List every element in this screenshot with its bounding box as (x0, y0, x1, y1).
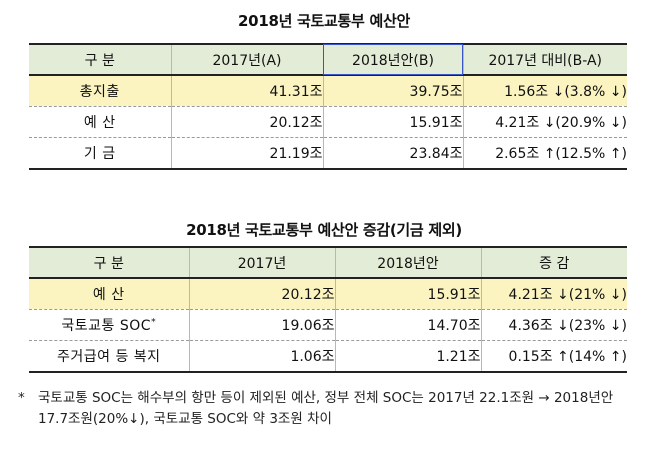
footnote-star: * (18, 390, 25, 406)
value-2017: 20.12조 (188, 278, 336, 310)
value-2018: 15.91조 (334, 278, 482, 310)
column-header-2018: 2018년안(B) (322, 43, 464, 76)
row-label: 기 금 (29, 137, 172, 170)
value-change: 4.36조 ↓(23% ↓) (480, 309, 627, 341)
column-header-change: 증 감 (480, 246, 627, 279)
budget-change-table: 구 분 2017년 2018년안 증 감 예 산 20.12조 15.91조 4… (29, 246, 627, 373)
table-row: 주거급여 등 복지 1.06조 1.21조 0.15조 ↑(14% ↑) (29, 340, 627, 373)
table-row: 총지출 41.31조 39.75조 1.56조 ↓(3.8% ↓) (29, 75, 627, 107)
value-2017: 19.06조 (188, 309, 336, 341)
row-label: 주거급여 등 복지 (29, 340, 190, 373)
value-change: 0.15조 ↑(14% ↑) (480, 340, 627, 373)
footnote: * 국토교통 SOC는 해수부의 항만 등이 제외된 예산, 정부 전체 SOC… (18, 388, 630, 430)
footnote-text: 국토교통 SOC는 해수부의 항만 등이 제외된 예산, 정부 전체 SOC는 … (38, 390, 614, 427)
value-2018: 15.91조 (322, 106, 464, 138)
value-2017: 20.12조 (170, 106, 324, 138)
table-row: 예 산 20.12조 15.91조 4.21조 ↓(21% ↓) (29, 278, 627, 310)
row-label: 총지출 (29, 75, 172, 107)
footnote-marker: * (151, 317, 157, 328)
value-2017: 21.19조 (170, 137, 324, 170)
value-2017: 1.06조 (188, 340, 336, 373)
value-2018: 1.21조 (334, 340, 482, 373)
value-2017: 41.31조 (170, 75, 324, 107)
column-header-category: 구 분 (29, 43, 172, 76)
value-change: 2.65조 ↑(12.5% ↑) (462, 137, 627, 170)
table1-title: 2018년 국토교통부 예산안 (238, 12, 410, 30)
row-label-text: 예 산 (92, 287, 125, 303)
value-change: 4.21조 ↓(20.9% ↓) (462, 106, 627, 138)
table-row: 기 금 21.19조 23.84조 2.65조 ↑(12.5% ↑) (29, 137, 627, 170)
column-header-category: 구 분 (29, 246, 190, 279)
column-header-2017: 2017년 (188, 246, 336, 279)
table-row: 예 산 20.12조 15.91조 4.21조 ↓(20.9% ↓) (29, 106, 627, 138)
row-label: 예 산 (29, 106, 172, 138)
value-change: 4.21조 ↓(21% ↓) (480, 278, 627, 310)
budget-table: 구 분 2017년(A) 2018년안(B) 2017년 대비(B-A) 총지출… (29, 43, 627, 170)
value-2018: 23.84조 (322, 137, 464, 170)
row-label: 예 산 (29, 278, 190, 310)
row-label-text: 주거급여 등 복지 (56, 349, 161, 365)
row-label-text: 국토교통 SOC (61, 318, 152, 334)
value-change: 1.56조 ↓(3.8% ↓) (462, 75, 627, 107)
column-header-2018: 2018년안 (334, 246, 482, 279)
value-2018: 14.70조 (334, 309, 482, 341)
row-label: 국토교통 SOC* (29, 309, 190, 341)
table-header-row: 구 분 2017년(A) 2018년안(B) 2017년 대비(B-A) (29, 43, 627, 76)
column-header-change: 2017년 대비(B-A) (462, 43, 627, 76)
value-2018: 39.75조 (322, 75, 464, 107)
table2-title: 2018년 국토교통부 예산안 증감(기금 제외) (186, 221, 462, 239)
table-row: 국토교통 SOC* 19.06조 14.70조 4.36조 ↓(23% ↓) (29, 309, 627, 341)
table-header-row: 구 분 2017년 2018년안 증 감 (29, 246, 627, 279)
column-header-2017: 2017년(A) (170, 43, 324, 76)
